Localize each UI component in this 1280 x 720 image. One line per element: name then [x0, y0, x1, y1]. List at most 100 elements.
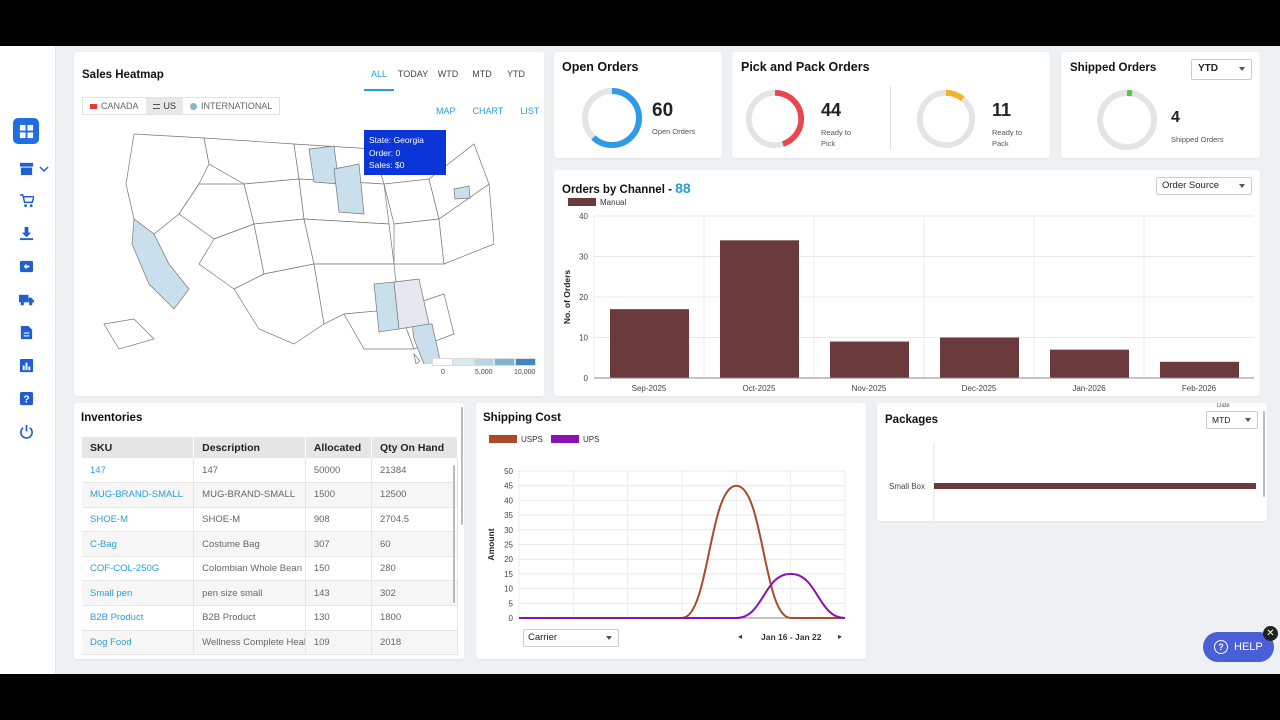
sku-link[interactable]: C-Bag — [82, 531, 195, 557]
y-tick-label: 20 — [579, 293, 588, 302]
table-row[interactable]: Small pen pen size small 143 302 — [82, 580, 459, 607]
view-chart[interactable]: CHART — [472, 106, 504, 116]
channel-total: 88 — [675, 180, 691, 196]
range-tab-all[interactable]: ALL — [364, 69, 394, 91]
chevron-down-icon[interactable] — [39, 164, 49, 174]
shipping-title: Shipping Cost — [483, 412, 561, 424]
description-cell: Colombian Whole Bean — [193, 556, 306, 582]
sku-link[interactable]: SHOE-M — [82, 507, 195, 533]
sku-link[interactable]: B2B Product — [82, 605, 195, 631]
report-chart-icon[interactable] — [13, 352, 39, 378]
app-screen: ? Sales Heatmap ALL TODAY WTD MTD YTD CA… — [0, 46, 1280, 674]
qty-on-hand-cell: 21384 — [371, 458, 459, 484]
document-icon[interactable] — [13, 319, 39, 345]
region-us[interactable]: US — [145, 98, 184, 114]
y-axis-label: Amount — [486, 528, 496, 560]
pack-label: Ready to Pack — [992, 127, 1022, 149]
inventory-box-icon[interactable] — [13, 155, 39, 181]
download-icon[interactable] — [13, 220, 39, 246]
packages-filter-label: Date — [1217, 403, 1230, 409]
open-orders-donut — [582, 88, 642, 148]
qty-on-hand-cell: 1800 — [371, 605, 459, 631]
legend-label-usps: USPS — [521, 435, 543, 444]
region-canada[interactable]: CANADA — [83, 98, 146, 114]
heatmap-legend-scale — [432, 358, 536, 366]
col-allocated[interactable]: Allocated — [305, 437, 372, 458]
x-tick-label: Nov-2025 — [852, 384, 887, 393]
carrier-select[interactable]: Carrier — [523, 629, 619, 647]
packages-scrollbar[interactable] — [1263, 411, 1265, 497]
allocated-cell: 1500 — [305, 482, 372, 508]
range-tab-today[interactable]: TODAY — [397, 69, 429, 79]
col-description[interactable]: Description — [193, 437, 306, 458]
description-cell: pen size small — [193, 580, 306, 607]
alaska-region[interactable] — [103, 318, 155, 350]
truck-icon[interactable] — [13, 286, 39, 312]
pick-value: 44 — [821, 100, 842, 120]
card-scrollbar[interactable] — [461, 407, 463, 525]
map-tooltip: State: Georgia Order: 0 Sales: $0 — [364, 130, 446, 175]
shipped-period-select[interactable]: YTD — [1191, 59, 1252, 80]
georgia-region[interactable] — [393, 278, 430, 330]
packages-period-select[interactable]: MTD — [1206, 411, 1258, 429]
order-source-select[interactable]: Order Source — [1156, 177, 1252, 195]
chevron-down-icon — [606, 636, 612, 640]
region-international[interactable]: INTERNATIONAL — [183, 98, 279, 114]
hawaii-region[interactable] — [413, 352, 421, 364]
california-region[interactable] — [131, 218, 190, 310]
return-icon[interactable] — [13, 253, 39, 279]
range-tab-mtd[interactable]: MTD — [472, 69, 492, 79]
cart-icon[interactable] — [13, 187, 39, 213]
description-cell: Wellness Complete Health — [193, 630, 306, 656]
bar — [940, 337, 1019, 378]
bar — [1160, 361, 1239, 378]
view-map[interactable]: MAP — [436, 106, 456, 116]
tooltip-state: State: Georgia — [369, 135, 424, 145]
sku-link[interactable]: Small pen — [82, 580, 195, 607]
pack-label-line1: Ready to — [992, 128, 1023, 137]
x-tick-label: Sep-2025 — [632, 384, 667, 393]
carrier-value: Carrier — [528, 632, 558, 643]
wisconsin-region[interactable] — [333, 163, 365, 215]
series-line-ups — [518, 572, 846, 619]
y-tick-label: 0 — [584, 374, 589, 383]
table-row[interactable]: COF-COL-250G Colombian Whole Bean 150 280 — [82, 556, 459, 582]
table-row[interactable]: MUG-BRAND-SMALL MUG-BRAND-SMALL 1500 12500 — [82, 482, 459, 508]
dashboard-icon[interactable] — [13, 118, 39, 144]
minnesota-region[interactable] — [308, 145, 340, 185]
pack-donut — [916, 89, 976, 149]
table-row[interactable]: SHOE-M SHOE-M 908 2704.5 — [82, 507, 459, 533]
help-close-icon[interactable]: ✕ — [1263, 626, 1278, 641]
view-list[interactable]: LIST — [520, 106, 540, 116]
allocated-cell: 50000 — [305, 458, 372, 484]
table-row[interactable]: C-Bag Costume Bag 307 60 — [82, 531, 459, 557]
range-tab-ytd[interactable]: YTD — [507, 69, 525, 79]
inventory-header-row: SKU Description Allocated Qty On Hand — [82, 437, 459, 458]
sku-link[interactable]: MUG-BRAND-SMALL — [82, 482, 195, 508]
range-tab-wtd[interactable]: WTD — [437, 69, 459, 79]
pick-label-line2: Pick — [821, 139, 836, 148]
next-week-button[interactable]: ▸ — [838, 632, 843, 641]
chevron-down-icon — [1239, 184, 1245, 188]
shipped-orders-card: Shipped Orders YTD 4 Shipped Orders — [1061, 52, 1260, 158]
pick-donut — [745, 89, 805, 149]
table-row[interactable]: B2B Product B2B Product 130 1800 — [82, 605, 459, 631]
prev-week-button[interactable]: ◂ — [738, 632, 743, 641]
view-tabs: MAP CHART LIST — [436, 106, 539, 116]
sku-link[interactable]: COF-COL-250G — [82, 556, 195, 582]
us-map[interactable] — [94, 124, 494, 364]
table-scrollbar[interactable] — [453, 465, 455, 603]
sku-link[interactable]: Dog Food — [82, 630, 195, 656]
power-icon[interactable] — [13, 418, 39, 444]
table-row[interactable]: Dog Food Wellness Complete Health 109 2018 — [82, 630, 459, 656]
northeast-region[interactable] — [453, 185, 471, 200]
sku-link[interactable]: 147 — [82, 458, 195, 484]
col-sku[interactable]: SKU — [82, 437, 195, 458]
col-qty-on-hand[interactable]: Qty On Hand — [371, 437, 459, 458]
y-tick-label: 45 — [504, 482, 513, 491]
table-row[interactable]: 147 147 50000 21384 — [82, 458, 459, 484]
help-button[interactable]: ? HELP — [1203, 632, 1274, 662]
date-range-label: Jan 16 - Jan 22 — [761, 632, 822, 642]
y-tick-label: 5 — [509, 599, 514, 608]
help-question-icon[interactable]: ? — [13, 385, 39, 411]
